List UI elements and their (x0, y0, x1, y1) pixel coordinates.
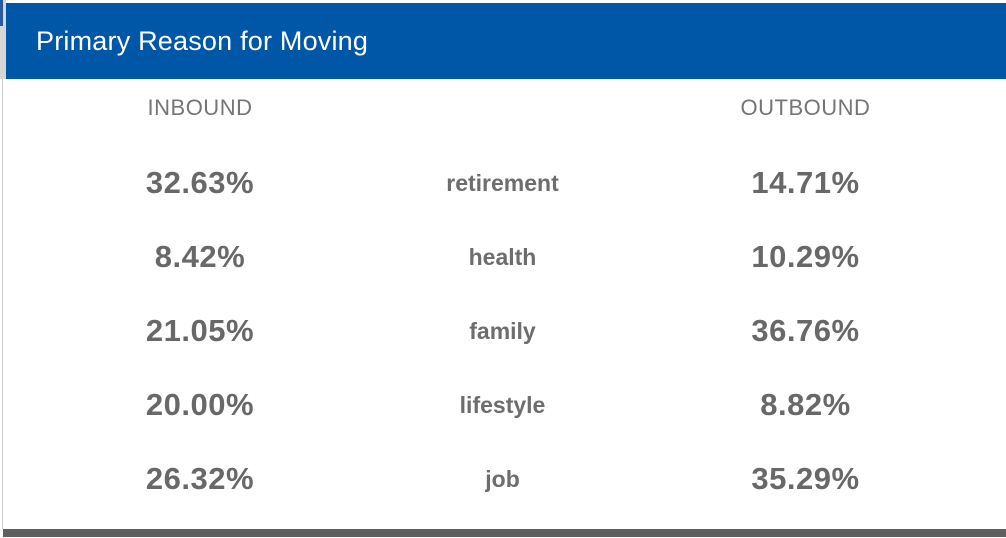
reason-label: retirement (446, 169, 559, 196)
table-rows: 32.63% retirement 14.71% 8.42% health 10… (0, 146, 1006, 516)
outbound-value: 35.29% (751, 461, 860, 496)
table-content: INBOUND OUTBOUND 32.63% retirement 14.71… (0, 79, 1006, 529)
outbound-value: 36.76% (751, 313, 860, 348)
table-row: 20.00% lifestyle 8.82% (0, 368, 1006, 442)
table-row: 26.32% job 35.29% (0, 442, 1006, 516)
reason-label: lifestyle (459, 391, 546, 418)
reason-label: health (468, 243, 537, 270)
inbound-value: 26.32% (145, 461, 255, 496)
column-header-inbound: INBOUND (147, 95, 253, 120)
widget-header-bar: Primary Reason for Moving (6, 3, 1006, 79)
table-row: 21.05% family 36.76% (0, 294, 1006, 368)
bottom-divider-bar (3, 529, 1006, 537)
outbound-value: 14.71% (751, 165, 860, 200)
outbound-value: 10.29% (751, 239, 860, 274)
inbound-value: 20.00% (145, 387, 255, 422)
reason-label: job (485, 465, 520, 492)
page-title: Primary Reason for Moving (36, 25, 369, 56)
column-header-outbound: OUTBOUND (740, 95, 871, 120)
column-header-row: INBOUND OUTBOUND (0, 79, 1006, 121)
left-edge-strip (0, 0, 6, 79)
inbound-value: 21.05% (145, 313, 255, 348)
outbound-value: 8.82% (760, 387, 851, 422)
table-row: 8.42% health 10.29% (0, 220, 1006, 294)
table-row: 32.63% retirement 14.71% (0, 146, 1006, 220)
left-border-line (2, 79, 3, 529)
inbound-value: 32.63% (145, 165, 255, 200)
left-edge-accent (0, 0, 3, 26)
inbound-value: 8.42% (154, 239, 246, 274)
reason-label: family (469, 317, 536, 344)
